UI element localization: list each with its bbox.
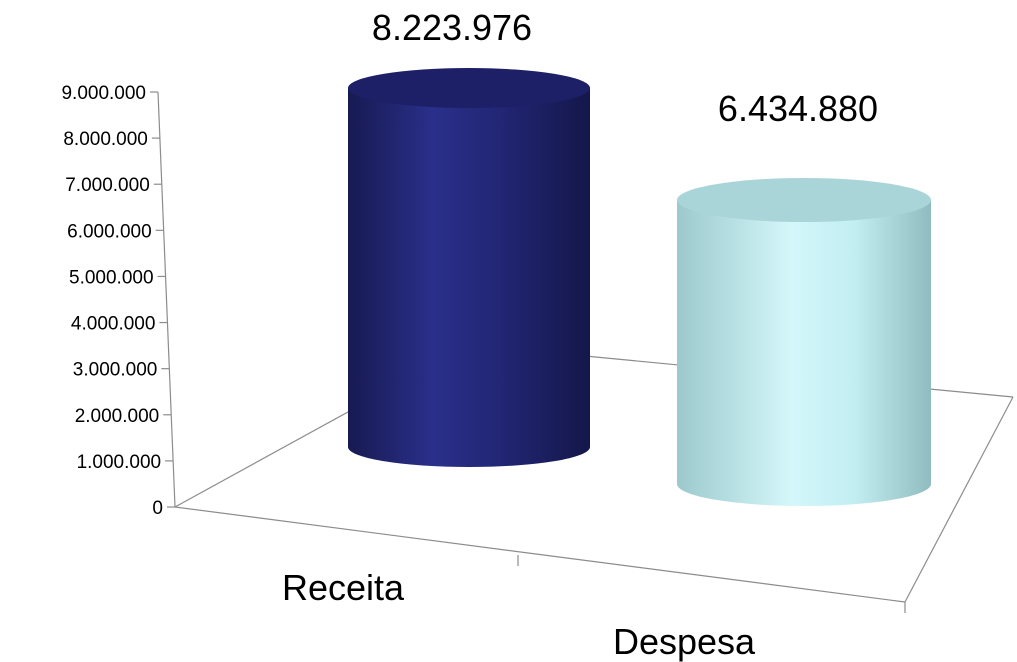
data-labels: 8.223.976 6.434.880 <box>372 7 878 129</box>
y-tick-label: 2.000.000 <box>75 406 160 427</box>
y-tick-label: 7.000.000 <box>65 175 150 196</box>
category-labels: Receita Despesa <box>282 567 756 662</box>
data-label: 6.434.880 <box>718 88 878 129</box>
bars <box>348 68 931 506</box>
y-tick-label: 8.000.000 <box>63 129 148 150</box>
y-tick-label: 9.000.000 <box>61 83 146 104</box>
y-tick-label: 0 <box>152 498 163 519</box>
data-label: 8.223.976 <box>372 7 532 48</box>
y-axis-line <box>157 91 176 508</box>
bar-receita <box>348 68 590 467</box>
bar-despesa <box>677 178 931 506</box>
y-tick-label: 6.000.000 <box>67 221 152 242</box>
bar-body <box>677 200 931 506</box>
category-label: Receita <box>282 567 405 608</box>
floor-right-edge <box>904 396 1014 603</box>
bar-body <box>348 88 590 467</box>
bar-top <box>677 178 931 222</box>
y-tick-label: 3.000.000 <box>73 360 158 381</box>
floor-front-edge <box>174 506 906 603</box>
y-tick-label: 5.000.000 <box>69 267 154 288</box>
y-tick-label: 4.000.000 <box>71 314 156 335</box>
y-tick-label: 1.000.000 <box>77 452 162 473</box>
category-label: Despesa <box>613 621 756 662</box>
bar-top <box>348 68 590 108</box>
y-axis-ticks: 0 1.000.000 2.000.000 3.000.000 4.000.000 5.0… <box>61 83 175 519</box>
